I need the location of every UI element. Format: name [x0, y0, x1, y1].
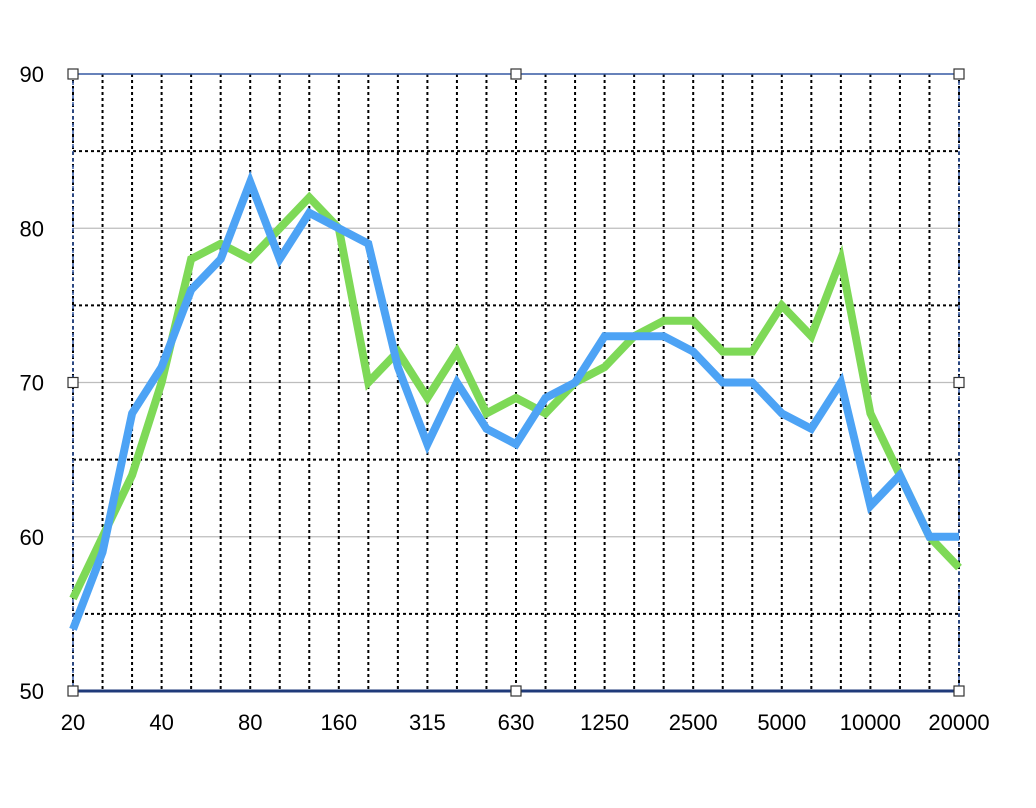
y-tick-label: 90: [20, 62, 44, 87]
x-tick-label: 10000: [840, 710, 901, 735]
y-tick-label: 70: [20, 371, 44, 396]
x-tick-label: 630: [498, 710, 535, 735]
x-tick-label: 160: [320, 710, 357, 735]
resize-handle[interactable]: [67, 376, 79, 389]
x-tick-label: 315: [409, 710, 446, 735]
series-line-2: [69, 170, 959, 631]
resize-handle[interactable]: [67, 68, 79, 80]
x-tick-label: 40: [149, 710, 173, 735]
selection-handles[interactable]: [67, 68, 965, 697]
x-axis-ticks: 20 40 80 160 315 630 1250 2500 5000 10000 20000: [61, 710, 990, 735]
x-tick-label: 2500: [669, 710, 718, 735]
resize-handle[interactable]: [953, 685, 965, 697]
y-tick-label: 60: [20, 525, 44, 550]
series-line-1: [69, 191, 962, 601]
y-tick-label: 80: [20, 216, 44, 241]
series-lines: [69, 170, 962, 631]
x-tick-label: 5000: [757, 710, 806, 735]
y-axis-ticks: 50 60 70 80 90: [20, 62, 44, 704]
resize-handle[interactable]: [510, 68, 522, 80]
resize-handle[interactable]: [510, 685, 522, 697]
resize-handle[interactable]: [953, 68, 965, 80]
resize-handle[interactable]: [67, 685, 79, 697]
y-tick-label: 50: [20, 679, 44, 704]
resize-handle[interactable]: [953, 376, 965, 389]
grid: [72, 73, 960, 692]
x-tick-label: 20: [61, 710, 85, 735]
x-tick-label: 1250: [580, 710, 629, 735]
x-tick-label: 80: [238, 710, 262, 735]
x-tick-label: 20000: [928, 710, 989, 735]
